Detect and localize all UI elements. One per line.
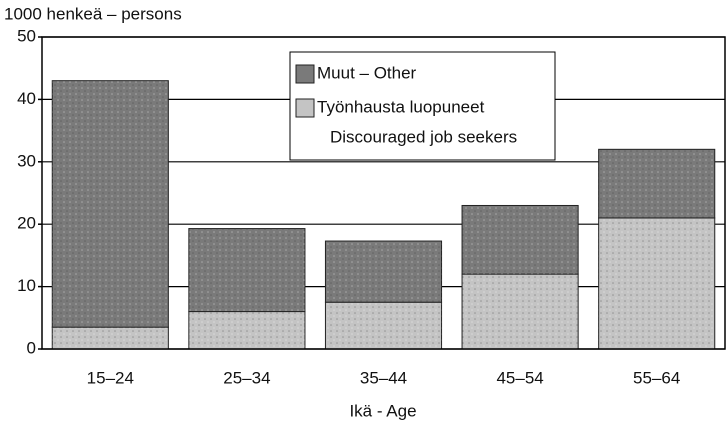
x-tick-label: 55–64 (633, 368, 680, 387)
y-axis-label: 1000 henkeä – persons (4, 4, 182, 23)
legend-label: Muut – Other (317, 63, 417, 82)
x-tick-label: 45–54 (496, 368, 543, 387)
bar-texture (52, 327, 169, 349)
bar-texture (188, 311, 305, 349)
y-tick-label: 0 (27, 338, 36, 357)
bar-texture (462, 274, 579, 349)
bar-texture (598, 217, 715, 349)
legend-label: Discouraged job seekers (330, 127, 517, 146)
bar-texture (462, 205, 579, 275)
legend: Muut – Other Työnhausta luopuneet Discoura… (289, 51, 556, 161)
legend-swatch (295, 98, 315, 118)
y-tick-label: 40 (17, 89, 36, 108)
bar-texture (598, 149, 715, 218)
bar-texture (325, 241, 442, 303)
bar-texture (325, 302, 442, 349)
y-tick-label: 20 (17, 214, 36, 233)
legend-label: Työnhausta luopuneet (317, 97, 485, 116)
bar-texture (188, 228, 305, 312)
plot-frame (41, 36, 726, 350)
legend-swatch (295, 64, 315, 84)
legend-box (289, 51, 556, 161)
x-tick-label: 35–44 (360, 368, 407, 387)
x-tick-label: 25–34 (223, 368, 270, 387)
y-tick-label: 50 (17, 26, 36, 45)
y-tick-label: 30 (17, 151, 36, 170)
y-tick-label: 10 (17, 276, 36, 295)
x-tick-label: 15–24 (87, 368, 134, 387)
x-axis-label: Ikä - Age (349, 401, 416, 420)
bar-texture (52, 80, 169, 328)
